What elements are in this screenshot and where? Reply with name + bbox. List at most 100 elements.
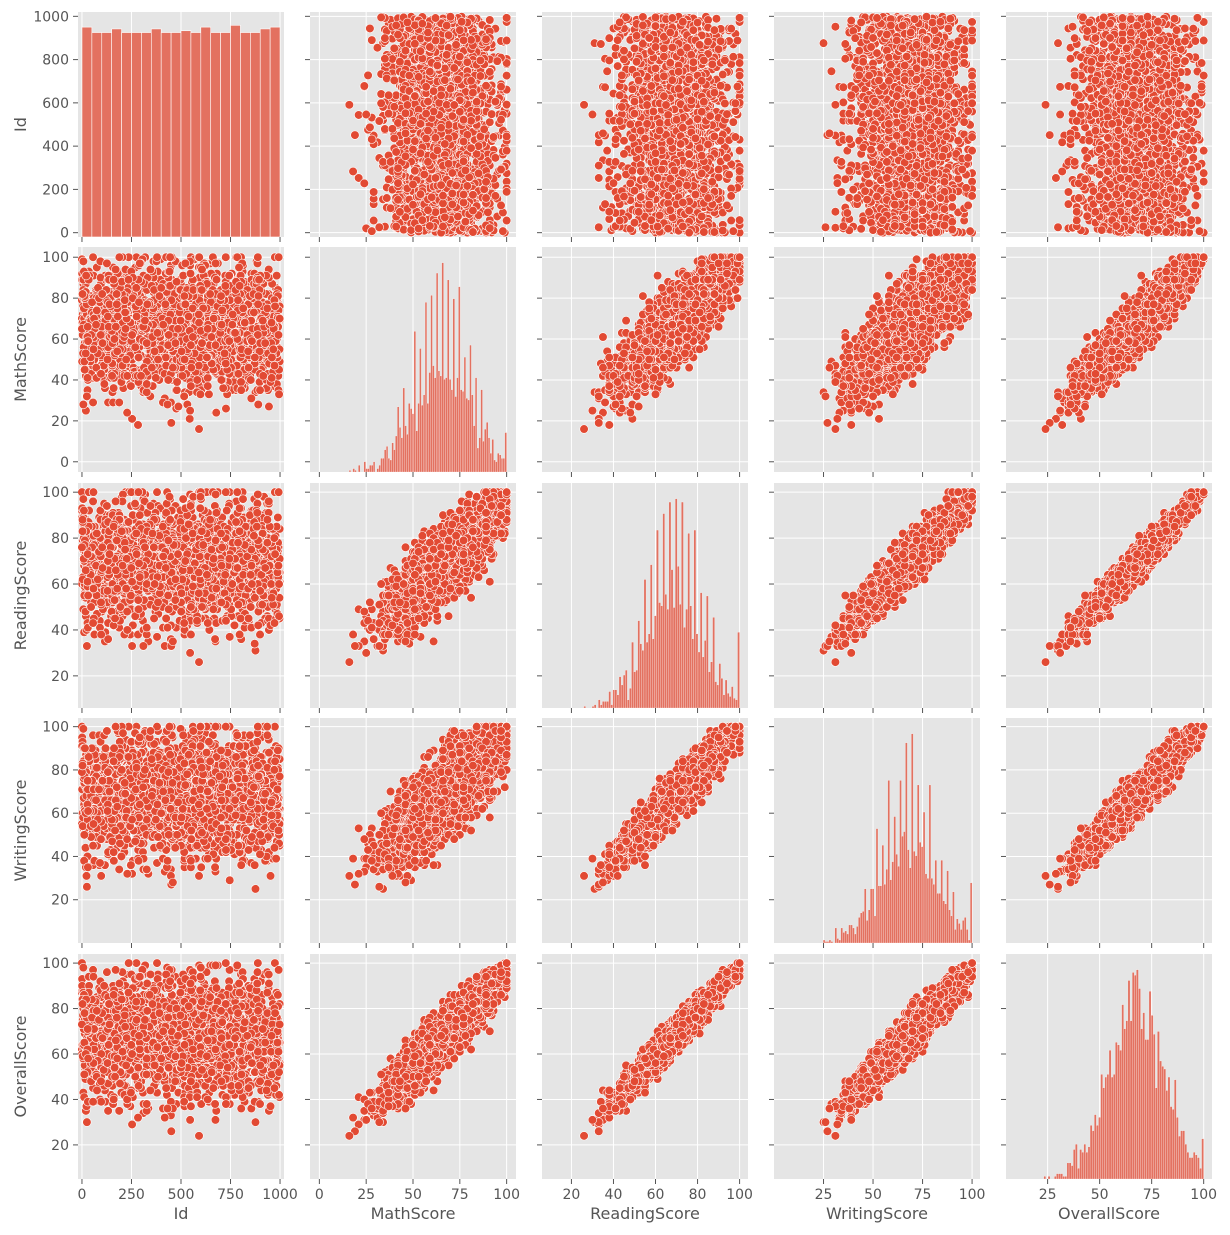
scatter-point [377, 99, 386, 108]
scatter-point [735, 71, 744, 80]
scatter-point [360, 82, 369, 91]
scatter-point [467, 117, 476, 126]
scatter-point [452, 41, 461, 50]
scatter-point [424, 126, 433, 135]
hist-bar [191, 33, 201, 237]
scatter-point [459, 198, 468, 207]
scatter-point [588, 110, 597, 119]
scatter-point [411, 40, 420, 49]
scatter-point [448, 112, 457, 121]
scatter-point [448, 189, 457, 198]
scatter-point [710, 132, 719, 141]
hist-bar [240, 33, 250, 237]
hist-bar [151, 29, 161, 237]
scatter-point [489, 133, 498, 142]
scatter-point [433, 61, 442, 70]
scatter-point [360, 179, 369, 188]
scatter-point [476, 56, 485, 65]
scatter-point [628, 85, 637, 94]
scatter-point [450, 64, 459, 73]
scatter-point [373, 43, 382, 52]
scatter-point [706, 112, 715, 121]
scatter-point [655, 126, 664, 135]
scatter-point [426, 43, 435, 52]
scatter-point [647, 180, 656, 189]
scatter-point [700, 56, 709, 65]
scatter-point [366, 123, 375, 132]
scatter-point [714, 165, 723, 174]
scatter-point [634, 76, 643, 85]
scatter-point [431, 14, 440, 23]
scatter-point [474, 169, 483, 178]
scatter-point [405, 71, 414, 80]
scatter-point [437, 123, 446, 132]
scatter-point [735, 146, 744, 155]
scatter-point [427, 193, 436, 202]
scatter-point [670, 166, 679, 175]
scatter-point [636, 167, 645, 176]
scatter-point [628, 166, 637, 175]
scatter-point [620, 150, 629, 159]
scatter-point [448, 169, 457, 178]
scatter-point [431, 134, 440, 143]
scatter-point [700, 97, 709, 106]
scatter-point [390, 44, 399, 53]
scatter-point [639, 87, 648, 96]
scatter-point [597, 40, 606, 49]
scatter-point [426, 222, 435, 231]
scatter-point [615, 117, 624, 126]
scatter-point [729, 118, 738, 127]
scatter-point [626, 179, 635, 188]
scatter-point [401, 109, 410, 118]
scatter-point [731, 99, 740, 108]
scatter-point [723, 110, 732, 119]
scatter-point [697, 212, 706, 221]
scatter-point [647, 82, 656, 91]
scatter-point [664, 224, 673, 233]
scatter-point [735, 175, 744, 184]
scatter-point [491, 97, 500, 106]
hist-bar [161, 33, 171, 237]
scatter-point [605, 34, 614, 43]
scatter-point [485, 16, 494, 25]
hist-bar [92, 33, 102, 237]
scatter-point [442, 51, 451, 60]
scatter-point [611, 158, 620, 167]
scatter-point [469, 206, 478, 215]
scatter-point [416, 190, 425, 199]
scatter-point [599, 129, 608, 138]
scatter-point [710, 88, 719, 97]
scatter-point [401, 129, 410, 138]
scatter-point [655, 211, 664, 220]
scatter-point [651, 22, 660, 31]
scatter-point [411, 137, 420, 146]
scatter-point [435, 99, 444, 108]
scatter-point [639, 21, 648, 30]
scatter-point [386, 204, 395, 213]
scatter-point [485, 68, 494, 77]
scatter-point [857, 224, 866, 233]
scatter-point [441, 76, 450, 85]
scatter-point [377, 13, 386, 22]
scatter-point [409, 145, 418, 154]
scatter-point [394, 195, 403, 204]
scatter-point [502, 100, 511, 109]
scatter-point [403, 18, 412, 27]
scatter-point [484, 208, 493, 217]
scatter-point [375, 117, 384, 126]
hist-bar [270, 27, 280, 237]
scatter-point [463, 58, 472, 67]
scatter-point [651, 13, 660, 22]
scatter-point [411, 92, 420, 101]
scatter-point [474, 142, 483, 151]
scatter-point [605, 56, 614, 65]
scatter-point [499, 227, 508, 236]
scatter-point [420, 170, 429, 179]
scatter-point [632, 57, 641, 66]
scatter-point [463, 182, 472, 191]
scatter-point [651, 43, 660, 52]
scatter-point [485, 118, 494, 127]
scatter-point [611, 135, 620, 144]
scatter-point [433, 146, 442, 155]
